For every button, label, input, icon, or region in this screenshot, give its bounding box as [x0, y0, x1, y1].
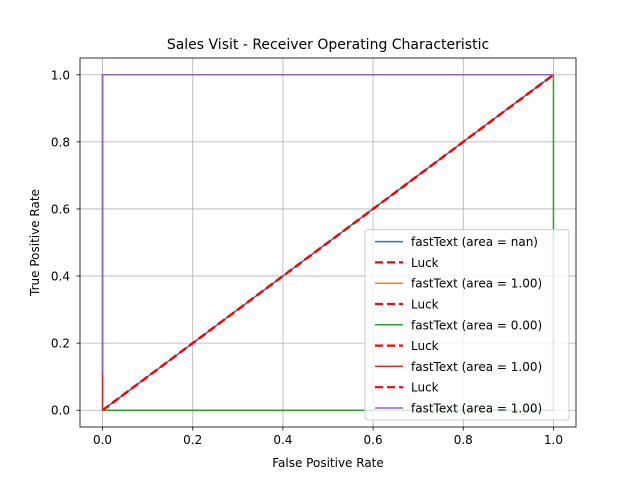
axes-frame [79, 57, 577, 428]
x-tick-label: 0.6 [364, 433, 383, 447]
legend: fastText (area = nan) Luck fastText (area … [364, 229, 570, 421]
plot-area [101, 73, 555, 412]
y-tick-label: 0.0 [51, 404, 70, 418]
legend-label: fastText (area = 1.00) [411, 277, 542, 291]
legend-label: Luck [411, 381, 439, 395]
legend-box [364, 229, 570, 421]
series-line-8 [101, 74, 554, 374]
axis-ticks: 0.0 0.2 0.4 0.6 0.8 1.0 0.0 0.2 0.4 0.6 0.8 1.0 [51, 68, 563, 447]
grid [80, 58, 576, 427]
x-tick-label: 0.8 [454, 433, 473, 447]
legend-label: Luck [411, 298, 439, 312]
x-tick-label: 0.2 [183, 433, 202, 447]
y-tick-label: 0.6 [51, 202, 70, 216]
chart-title: Sales Visit - Receiver Operating Charact… [167, 37, 489, 53]
series-line-7 [101, 73, 555, 412]
legend-label: fastText (area = 1.00) [411, 402, 542, 416]
y-tick-label: 0.2 [51, 337, 70, 351]
y-axis-label: True Positive Rate [28, 189, 42, 297]
y-tick-label: 1.0 [51, 68, 70, 82]
legend-label: fastText (area = 1.00) [411, 360, 542, 374]
legend-label: Luck [411, 256, 439, 270]
legend-label: fastText (area = nan) [411, 235, 538, 249]
x-tick-label: 1.0 [544, 433, 563, 447]
x-tick-label: 0.4 [273, 433, 292, 447]
x-axis-label: False Positive Rate [272, 456, 384, 470]
x-tick-label: 0.0 [93, 433, 112, 447]
y-tick-label: 0.8 [51, 135, 70, 149]
y-tick-label: 0.4 [51, 270, 70, 284]
legend-label: Luck [411, 339, 439, 353]
legend-label: fastText (area = 0.00) [411, 318, 542, 332]
